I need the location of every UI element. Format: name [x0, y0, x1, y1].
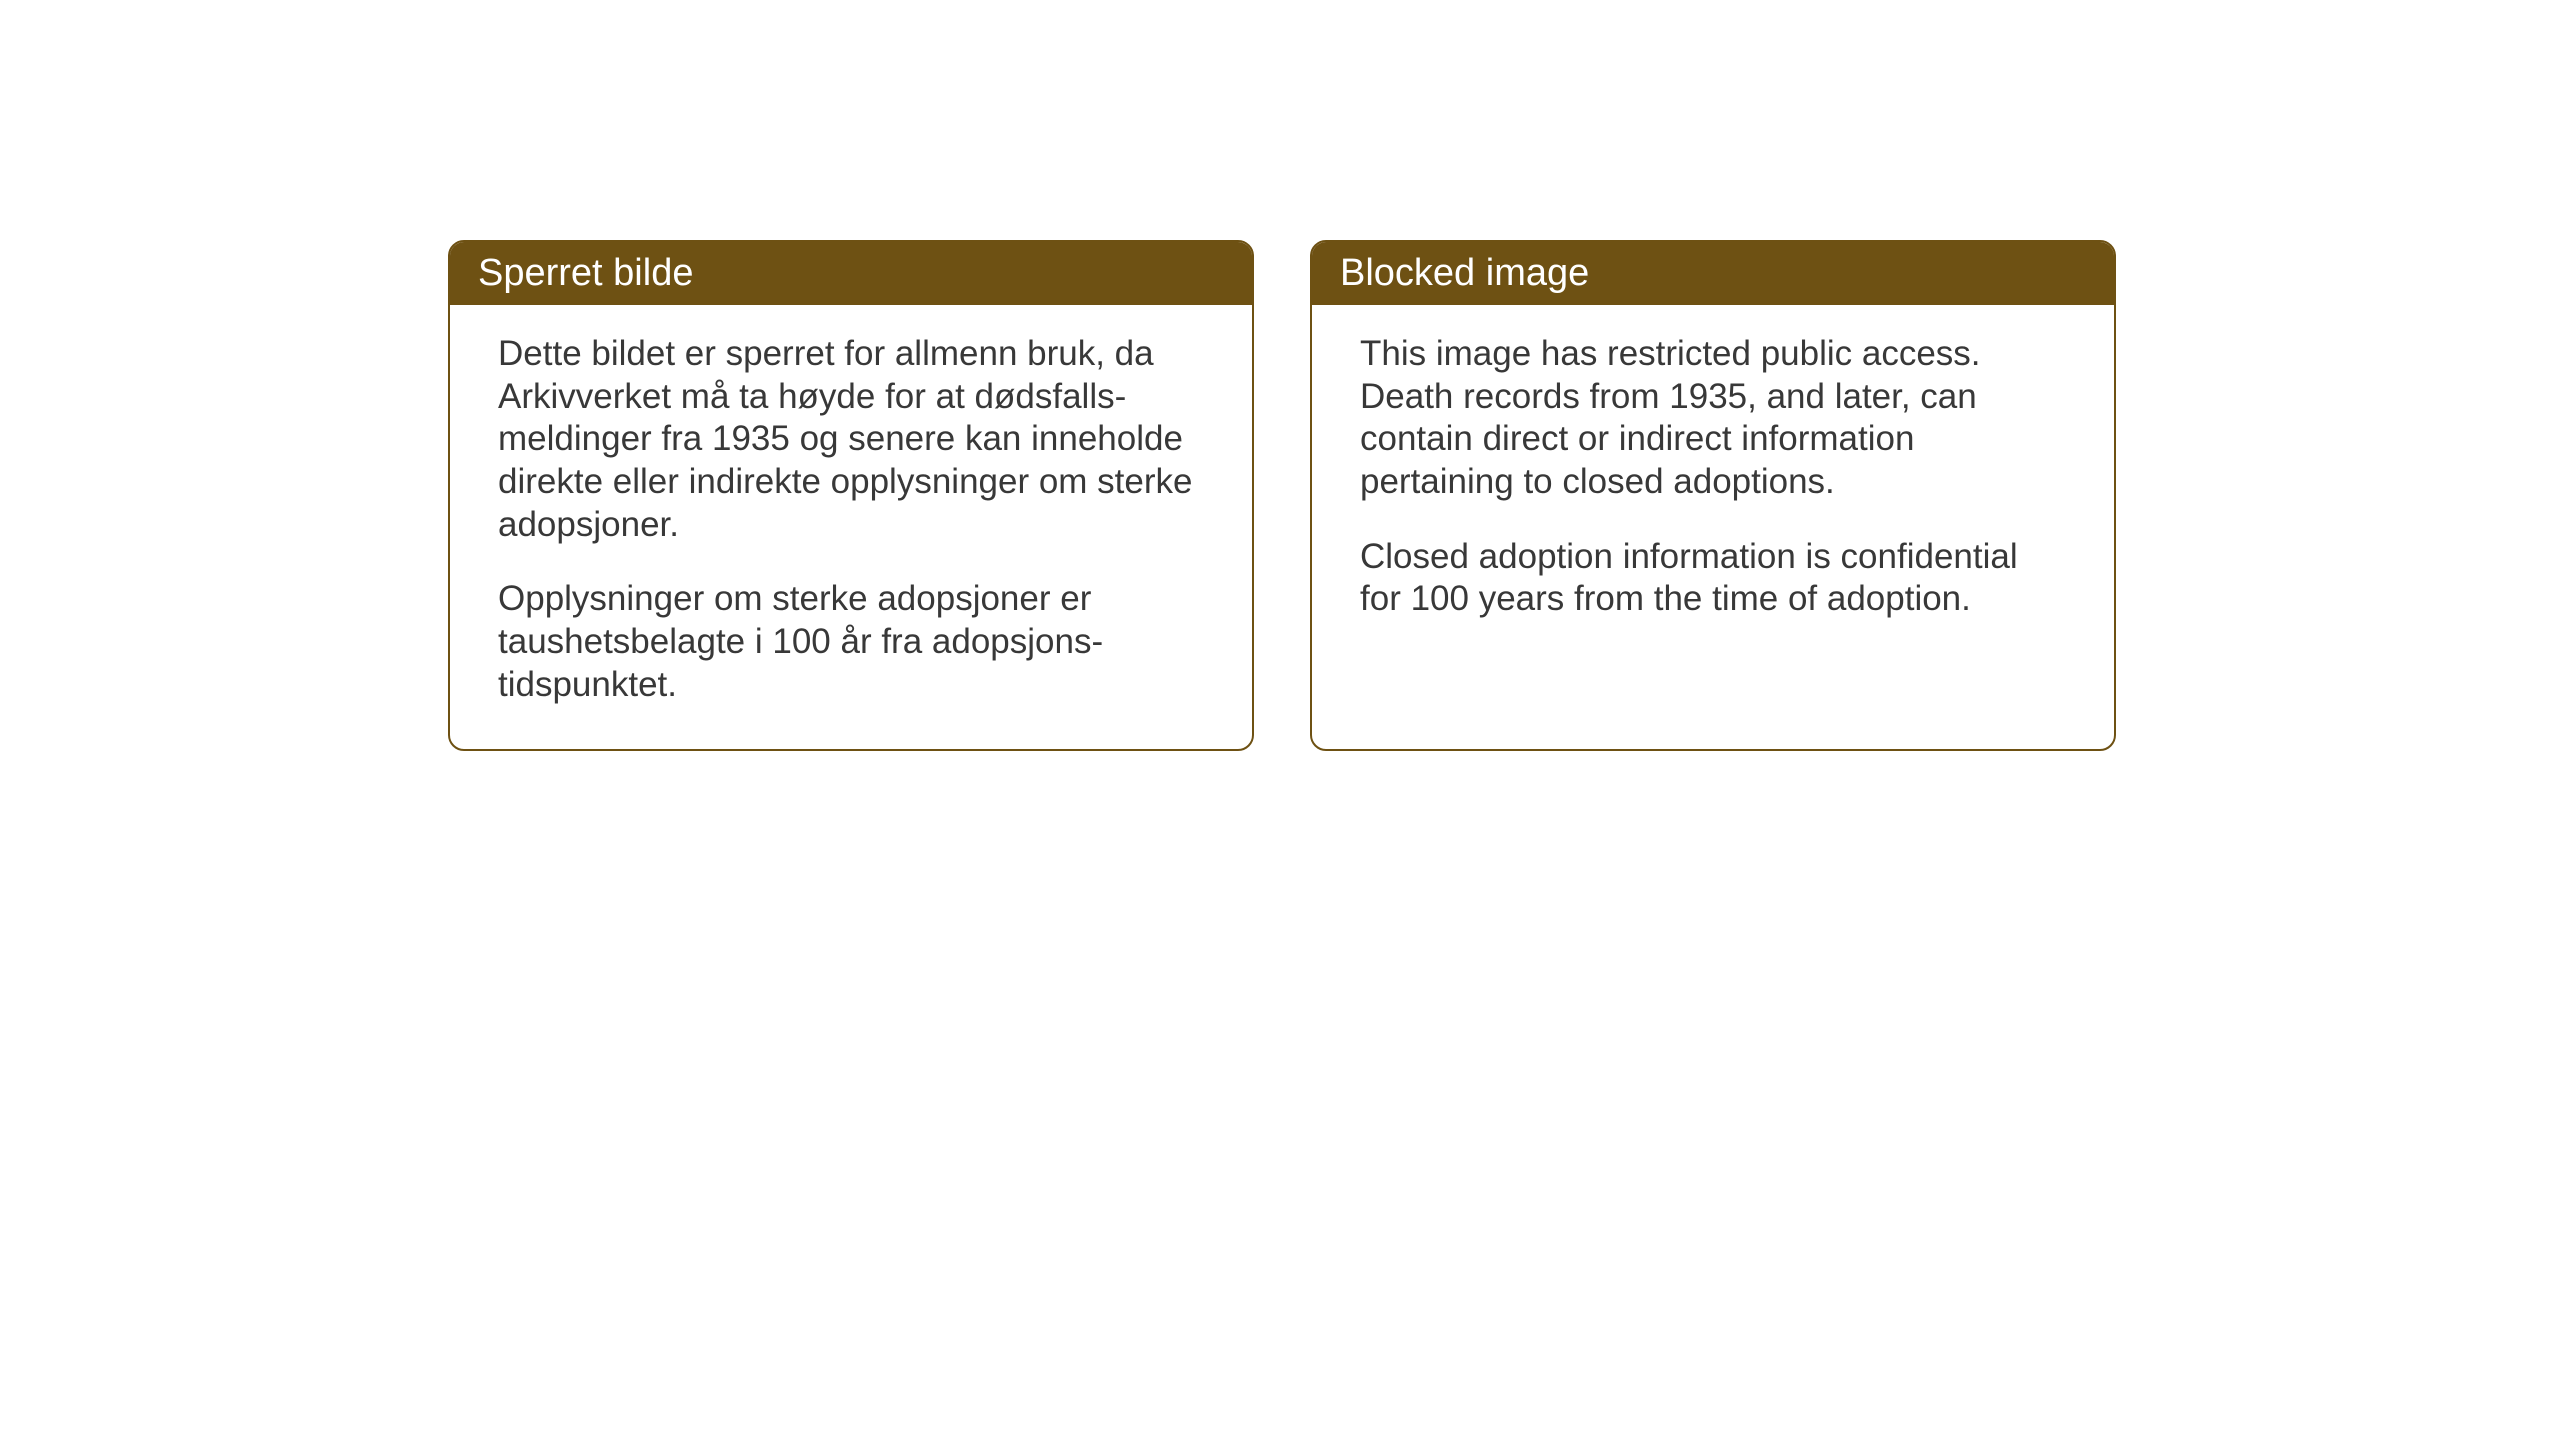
english-info-box: Blocked image This image has restricted …	[1310, 240, 2116, 751]
english-paragraph-1: This image has restricted public access.…	[1360, 333, 2066, 504]
norwegian-box-content: Dette bildet er sperret for allmenn bruk…	[450, 305, 1252, 749]
norwegian-paragraph-1: Dette bildet er sperret for allmenn bruk…	[498, 333, 1204, 546]
norwegian-paragraph-2: Opplysninger om sterke adopsjoner er tau…	[498, 578, 1204, 706]
norwegian-box-title: Sperret bilde	[450, 242, 1252, 305]
english-box-title: Blocked image	[1312, 242, 2114, 305]
english-box-content: This image has restricted public access.…	[1312, 305, 2114, 663]
english-paragraph-2: Closed adoption information is confident…	[1360, 536, 2066, 621]
info-boxes-container: Sperret bilde Dette bildet er sperret fo…	[448, 240, 2116, 751]
norwegian-info-box: Sperret bilde Dette bildet er sperret fo…	[448, 240, 1254, 751]
